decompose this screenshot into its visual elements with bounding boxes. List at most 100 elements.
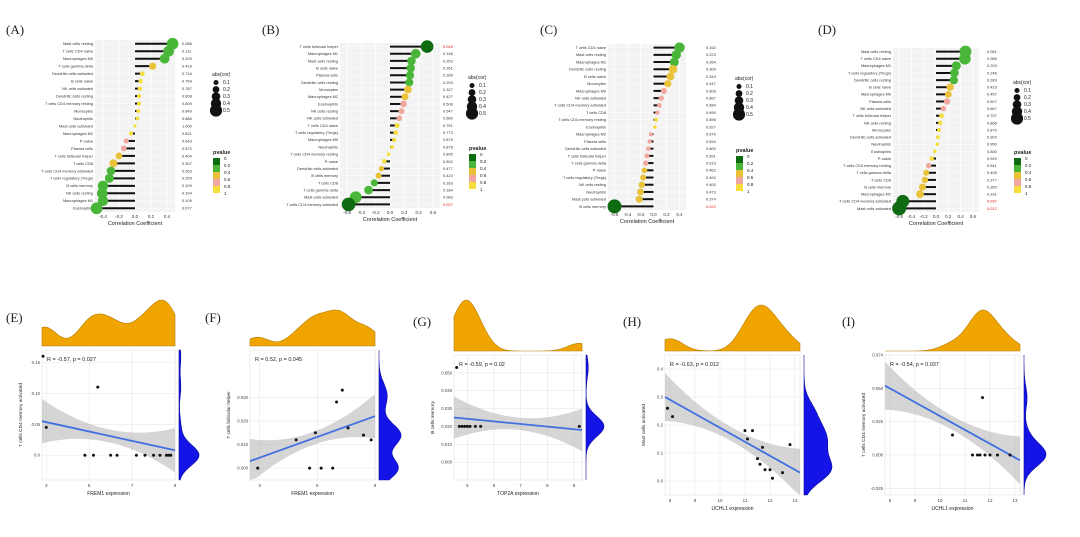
scatter-point bbox=[96, 385, 100, 389]
cell-type-label: T cells CD4 naive bbox=[576, 45, 606, 50]
cell-type-label: T cells gamma delta bbox=[571, 160, 607, 165]
cell-type-label: T cells CD4 memory resting bbox=[558, 117, 606, 122]
lollipop-dot bbox=[136, 94, 142, 99]
size-legend-label: 0.3 bbox=[1024, 102, 1031, 108]
legend: abs(cor)0.10.20.30.40.5pvalue00.20.40.60… bbox=[465, 75, 487, 192]
color-legend-swatch bbox=[469, 182, 476, 189]
lollipop-dot bbox=[950, 68, 959, 78]
lollipop-dot bbox=[136, 109, 141, 114]
lollipop-dot bbox=[401, 93, 409, 101]
scatter-point bbox=[91, 453, 95, 457]
panel-label: (G) bbox=[413, 314, 431, 329]
scatter-point bbox=[983, 453, 987, 457]
size-legend-dot bbox=[465, 107, 479, 120]
x-tick-label: 0.0 bbox=[387, 210, 394, 215]
x-tick-label: 11 bbox=[743, 498, 748, 503]
pvalue-label: 0.203 bbox=[987, 63, 997, 68]
pvalue-label: 0.427 bbox=[443, 94, 453, 99]
cell-type-label: Macrophages M1 bbox=[63, 198, 93, 203]
pvalue-label: 0.600 bbox=[706, 146, 717, 151]
scatter-panel-h: (H) 8 9 10 11 12 13 0.0 0.1 0.2 0.3 0.4 R = -0.63, p… bbox=[623, 304, 833, 512]
lollipop-dot bbox=[97, 195, 109, 206]
color-legend-swatch bbox=[1014, 186, 1021, 193]
size-legend-label: 0.5 bbox=[1024, 116, 1031, 122]
color-legend-label: 0.6 bbox=[747, 175, 754, 180]
lollipop-dot bbox=[405, 71, 415, 80]
pvalue-label: 0.751 bbox=[443, 123, 453, 128]
right-density bbox=[1023, 355, 1047, 496]
color-legend-swatch bbox=[1014, 172, 1021, 179]
cell-type-label: Macrophages M2 bbox=[63, 131, 93, 136]
pvalue-label: 0.263 bbox=[182, 168, 192, 173]
size-legend-label: 0.2 bbox=[746, 91, 753, 97]
lollipop-dot bbox=[949, 75, 959, 85]
x-tick-label: 5 bbox=[466, 483, 469, 488]
lollipop-dot bbox=[109, 159, 118, 168]
cell-type-label: T cells regulatory (Tregs) bbox=[848, 70, 892, 75]
scatter-point bbox=[465, 424, 469, 428]
regression-line bbox=[453, 416, 583, 431]
scatter-point bbox=[457, 424, 461, 428]
x-tick-label: 3 bbox=[45, 483, 48, 488]
scatter-point bbox=[1008, 453, 1012, 457]
lollipop-dot bbox=[398, 108, 405, 115]
cell-type-label: Dendritic cells activated bbox=[565, 146, 606, 151]
cell-type-label: Monocytes bbox=[587, 81, 606, 86]
cell-type-label: Dendritic cells activated bbox=[52, 71, 93, 76]
color-legend-swatch bbox=[213, 165, 220, 172]
x-tick-label: 9 bbox=[573, 483, 576, 488]
lollipop-dot bbox=[375, 172, 382, 179]
color-legend-label: 0.6 bbox=[224, 177, 231, 182]
pvalue-label: 0.283 bbox=[443, 180, 453, 185]
panel-label: (F) bbox=[205, 310, 221, 325]
lollipop-dot bbox=[938, 120, 943, 126]
scatter-point bbox=[768, 468, 772, 472]
lollipop-dot bbox=[671, 50, 681, 60]
size-legend-dot bbox=[732, 108, 746, 121]
cell-type-label: P-value bbox=[80, 138, 93, 143]
lollipop-dot bbox=[643, 160, 649, 166]
cell-type-label: T cells CD4 naive bbox=[861, 56, 891, 61]
y-tick-label: 0.0 bbox=[34, 453, 41, 458]
size-legend-dot bbox=[734, 96, 744, 105]
cell-type-label: T cells regulatory (Tregs) bbox=[295, 130, 339, 135]
x-tick-label: -0.2 bbox=[372, 210, 380, 215]
lollipop-dot bbox=[123, 138, 129, 144]
pvalue-label: 0.037 bbox=[987, 199, 997, 204]
cell-type-label: NK cells resting bbox=[66, 191, 93, 196]
panel-label: (A) bbox=[6, 22, 24, 37]
scatter-point bbox=[756, 457, 759, 461]
lollipop-dot bbox=[394, 123, 400, 128]
pvalue-label: 0.374 bbox=[706, 197, 717, 202]
cell-type-label: Macrophages M0 bbox=[308, 137, 339, 142]
x-tick-label: -0.4 bbox=[624, 212, 632, 217]
right-density bbox=[178, 349, 200, 481]
lollipop-dot bbox=[133, 124, 137, 128]
scatter-point bbox=[996, 453, 999, 457]
cell-type-label: Macrophages M2 bbox=[576, 132, 606, 137]
pvalue-label: 0.773 bbox=[443, 130, 453, 135]
x-tick-label: 3 bbox=[258, 483, 261, 488]
lollipop-dot bbox=[607, 199, 622, 214]
x-tick-label: 0.6 bbox=[970, 214, 977, 219]
x-tick-label: 0.2 bbox=[401, 210, 408, 215]
lollipop-dot bbox=[660, 87, 667, 94]
y-tick-label: 0.030 bbox=[237, 395, 248, 400]
size-legend-label: 0.1 bbox=[1024, 88, 1031, 94]
panel-label: (B) bbox=[262, 22, 279, 37]
x-tick-label: 9 bbox=[374, 483, 377, 488]
cell-type-label: Dendritic cells resting bbox=[56, 93, 93, 98]
pvalue-label: 0.377 bbox=[987, 177, 997, 182]
y-tick-label: 0.020 bbox=[237, 418, 248, 423]
pvalue-label: 0.327 bbox=[443, 87, 453, 92]
lollipop-dot bbox=[918, 183, 927, 191]
pvalue-label: 0.927 bbox=[706, 124, 716, 129]
size-legend-dot bbox=[212, 86, 220, 93]
y-axis-title: B cells memory bbox=[430, 401, 436, 434]
cell-type-label: T cells CD8 bbox=[73, 161, 93, 166]
regression-line bbox=[664, 396, 801, 474]
lollipop-dot bbox=[637, 188, 644, 196]
x-tick-label: 7 bbox=[131, 483, 134, 488]
lollipop-dot bbox=[943, 98, 951, 105]
lollipop-dot bbox=[635, 195, 643, 203]
